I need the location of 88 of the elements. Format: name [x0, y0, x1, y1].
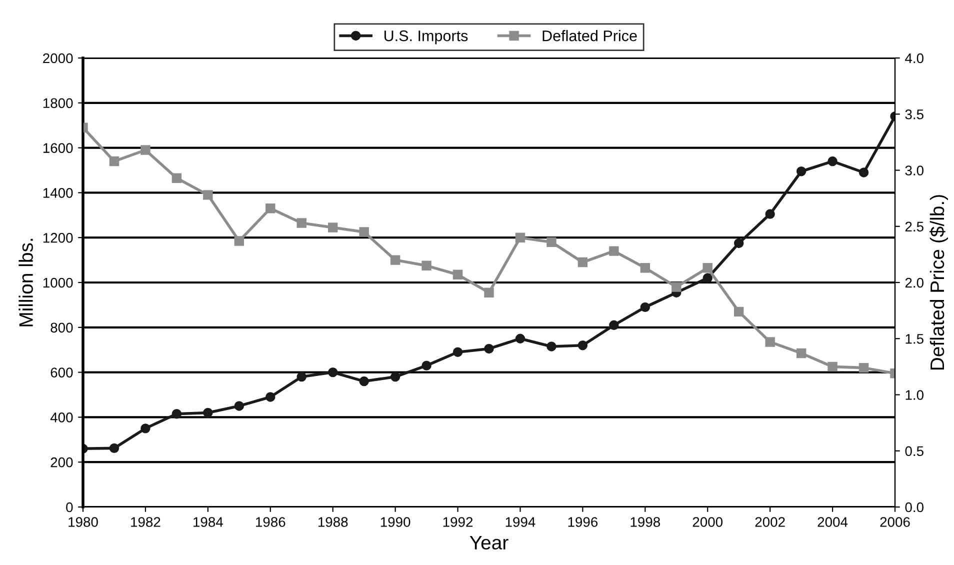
point: [640, 263, 650, 273]
point: [328, 222, 338, 232]
point: [390, 255, 400, 265]
point: [765, 209, 775, 219]
point: [452, 270, 463, 280]
x-tick-label: 1996: [568, 517, 598, 527]
point: [578, 257, 588, 268]
y2-tick-label: 0.5: [905, 446, 924, 456]
legend-label: Deflated Price: [542, 30, 637, 42]
point: [172, 408, 182, 419]
point: [390, 372, 400, 382]
point: [359, 227, 369, 237]
point: [546, 237, 556, 247]
point: [828, 156, 838, 166]
x-tick-label: 1984: [194, 517, 223, 527]
point: [702, 263, 712, 273]
point: [172, 173, 182, 183]
legend-label: U.S. Imports: [384, 30, 468, 44]
y-tick-label: 1200: [43, 232, 73, 243]
point: [140, 424, 150, 434]
x-tick-label: 1982: [131, 517, 160, 527]
point: [296, 372, 306, 382]
point: [109, 156, 120, 166]
point: [858, 362, 869, 373]
point: [796, 348, 806, 358]
x-tick-label: 2002: [755, 517, 785, 527]
x-tick-label: 1988: [318, 517, 348, 527]
y-tick-label: 400: [50, 412, 73, 422]
point: [422, 260, 432, 271]
point: [203, 408, 213, 418]
point: [734, 306, 744, 317]
point: [203, 190, 213, 200]
point: [484, 288, 494, 298]
y-tick-label: 600: [50, 368, 73, 378]
point: [484, 344, 494, 354]
point: [234, 401, 244, 411]
point: [266, 392, 276, 402]
y2-tick-label: 2.0: [905, 278, 924, 288]
point: [452, 347, 463, 357]
x-tick-label: 1992: [443, 517, 473, 527]
y2-tick-label: 0.0: [905, 502, 924, 512]
point: [765, 337, 775, 347]
x-tick-label: 1994: [506, 517, 536, 527]
y-tick-label: 1600: [43, 143, 73, 153]
point: [858, 168, 869, 178]
point: [672, 282, 682, 292]
point: [546, 342, 556, 352]
y2-tick-label: 1.5: [906, 334, 924, 344]
point: [328, 367, 338, 378]
point: [828, 362, 838, 372]
point: [609, 320, 619, 330]
point: [266, 204, 276, 214]
point: [702, 273, 712, 283]
point: [109, 443, 120, 454]
y2-tick-label: 1.0: [906, 390, 924, 400]
point: [296, 218, 306, 228]
point: [515, 334, 526, 344]
y-tick-label: 0: [66, 502, 73, 512]
y2-axis-title: Deflated Price ($/lb.): [930, 195, 948, 370]
x-tick-label: 2000: [692, 517, 723, 527]
point: [578, 340, 588, 350]
y-tick-label: 200: [50, 457, 73, 468]
y2-tick-label: 3.5: [905, 109, 924, 120]
x-tick-label: 1990: [380, 517, 410, 527]
point: [359, 376, 369, 386]
point: [422, 360, 432, 370]
point: [640, 302, 650, 312]
x-tick-label: 1986: [256, 517, 286, 527]
x-tick-label: 1980: [68, 517, 98, 527]
point: [515, 232, 526, 242]
y-tick-label: 1400: [43, 188, 73, 198]
x-tick-label: 2006: [880, 517, 910, 527]
y-axis-title: Million lbs.: [18, 238, 33, 326]
x-tick-label: 2004: [818, 517, 848, 527]
point: [234, 236, 244, 246]
point: [140, 145, 150, 155]
x-axis-title: Year: [470, 536, 508, 550]
point: [796, 166, 806, 176]
y2-tick-label: 4.0: [905, 53, 924, 64]
y2-tick-label: 2.5: [905, 222, 924, 232]
y-tick-label: 800: [50, 322, 73, 333]
x-tick-label: 1998: [630, 517, 660, 527]
point: [734, 238, 744, 248]
point: [609, 246, 619, 256]
y-tick-label: 1000: [43, 278, 73, 288]
y2-tick-label: 3.0: [905, 166, 924, 176]
y-tick-label: 1800: [43, 98, 73, 108]
y-tick-label: 2000: [43, 53, 73, 64]
